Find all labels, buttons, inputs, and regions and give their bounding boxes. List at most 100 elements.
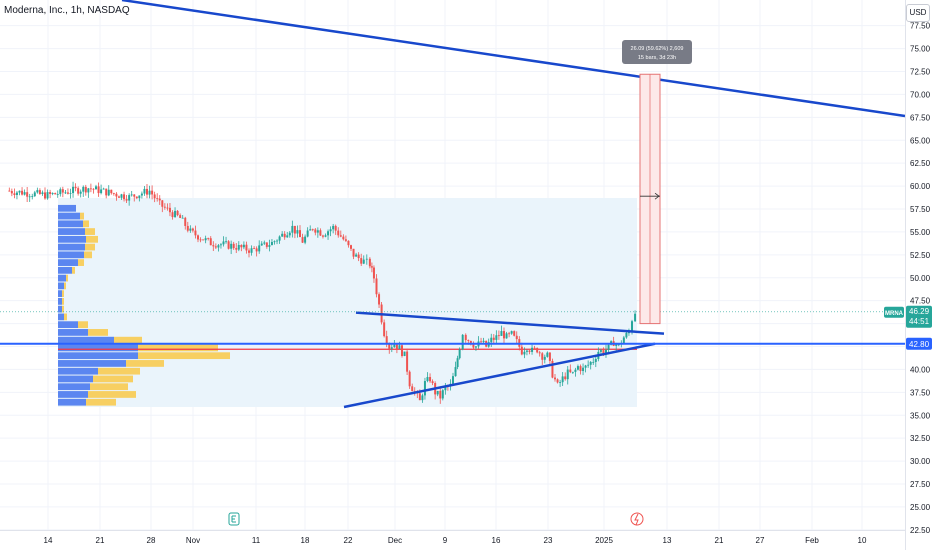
vp-bar-sell xyxy=(88,329,108,336)
chart-title[interactable]: Moderna, Inc., 1h, NASDAQ xyxy=(4,5,130,16)
candle-body xyxy=(135,196,138,199)
candle-body xyxy=(456,358,459,368)
vp-bar-sell xyxy=(90,383,128,391)
vp-bar-buy xyxy=(58,367,98,375)
support-price-badge xyxy=(906,337,932,350)
triangle-upper-line[interactable] xyxy=(355,311,665,335)
candle-body xyxy=(227,241,230,249)
candle-body xyxy=(288,232,291,236)
vp-bar-buy xyxy=(58,266,72,274)
candle-body xyxy=(191,228,194,231)
candle-body xyxy=(372,267,375,279)
volume-profile xyxy=(58,204,637,406)
event-markers[interactable] xyxy=(228,512,644,526)
price-axis[interactable]: 77.50 75.00 72.50 70.00 67.50 65.00 62.50 60.00… xyxy=(910,22,931,535)
candle-body xyxy=(508,333,511,335)
candle-body xyxy=(327,231,330,236)
candle-body xyxy=(296,230,299,234)
candle-body xyxy=(146,188,148,195)
vp-bar-sell xyxy=(86,398,116,406)
vp-bar-sell xyxy=(138,344,218,352)
vp-bar-sell xyxy=(86,235,98,243)
candle-body xyxy=(454,367,457,377)
measure-arrow-head xyxy=(654,192,660,200)
candle-body xyxy=(21,190,24,195)
candle-body xyxy=(587,364,590,366)
candle-body xyxy=(199,239,202,241)
dividend-lightning-icon[interactable] xyxy=(630,512,644,526)
candle-body xyxy=(212,245,215,247)
candle-body xyxy=(189,228,192,231)
candle-body xyxy=(390,347,393,349)
time-tick-label: 27 xyxy=(756,536,765,545)
candle-body xyxy=(548,352,551,361)
price-tick-label: 67.50 xyxy=(910,113,931,122)
candle-body xyxy=(564,376,567,380)
candle-body xyxy=(551,360,554,378)
candle-body xyxy=(316,230,319,233)
vp-bar-buy xyxy=(58,313,64,321)
vp-bar-buy xyxy=(58,282,64,290)
candle-body xyxy=(245,244,248,251)
candle-body xyxy=(357,254,360,259)
candle-body xyxy=(436,390,439,395)
candle-body xyxy=(237,244,240,250)
price-tick-label: 62.50 xyxy=(910,159,931,168)
candle-body xyxy=(258,245,261,252)
candle-body xyxy=(214,246,217,248)
candle-body xyxy=(253,248,256,250)
vp-bar-sell xyxy=(85,243,95,251)
price-tick-label: 60.00 xyxy=(910,182,931,191)
candle-body xyxy=(56,194,59,195)
triangle-lower-line[interactable] xyxy=(343,342,656,409)
price-tick-label: 55.00 xyxy=(910,228,931,237)
currency-button[interactable]: USD xyxy=(906,4,930,22)
candle-body xyxy=(559,382,562,383)
candle-body xyxy=(622,337,625,344)
candle-body xyxy=(431,381,434,384)
candle-body xyxy=(283,233,286,238)
candle-body xyxy=(321,235,324,237)
price-tick-label: 30.00 xyxy=(910,457,931,466)
candle-body xyxy=(523,351,526,355)
candle-body xyxy=(84,186,87,193)
candle-body xyxy=(77,188,80,194)
candle-body xyxy=(510,331,513,334)
candle-body xyxy=(554,377,556,380)
price-tick-label: 47.50 xyxy=(910,297,931,306)
vp-bar-sell xyxy=(138,352,230,360)
vp-bar-buy xyxy=(58,329,88,336)
candle-body xyxy=(574,369,577,372)
candle-body xyxy=(378,294,381,305)
candle-body xyxy=(250,248,253,253)
candle-body xyxy=(166,207,169,209)
candle-body xyxy=(153,194,156,199)
price-tick-label: 35.00 xyxy=(910,411,931,420)
candle-body xyxy=(429,377,432,382)
candle-body xyxy=(350,245,352,249)
candle-body xyxy=(383,322,386,337)
time-tick-label: 10 xyxy=(858,536,867,545)
vp-bar-buy xyxy=(58,344,138,352)
candle-body xyxy=(222,241,225,245)
candle-body xyxy=(625,332,628,338)
candle-body xyxy=(337,230,340,236)
candle-body xyxy=(100,189,103,194)
vp-bar-sell xyxy=(80,212,84,220)
candle-body xyxy=(579,366,582,372)
candle-body xyxy=(248,250,250,253)
candle-body xyxy=(286,235,289,238)
candle-body xyxy=(634,313,637,322)
candle-body xyxy=(334,225,337,231)
candle-body xyxy=(556,379,559,383)
vp-bar-sell xyxy=(72,266,75,274)
candle-body xyxy=(92,188,95,190)
descending-trendline[interactable] xyxy=(121,0,906,118)
candle-body xyxy=(602,350,605,354)
time-tick-label: Nov xyxy=(186,536,200,545)
time-axis[interactable]: 14 21 28 Nov 11 18 22 Dec 9 16 23 2025 13 21 27 Feb 10 xyxy=(44,536,867,545)
candle-body xyxy=(110,189,113,194)
candle-body xyxy=(569,369,572,373)
candle-body xyxy=(33,192,36,197)
